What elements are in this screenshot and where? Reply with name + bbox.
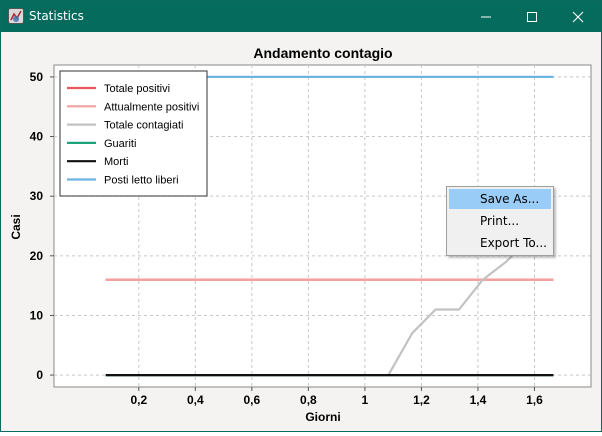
save-as-label: Save As...	[480, 192, 540, 206]
maximize-icon	[527, 12, 537, 22]
x-tick-label: 1,4	[470, 393, 487, 407]
export-to-label: Export To...	[480, 236, 547, 250]
y-axis-label: Casi	[9, 214, 23, 239]
x-axis: 0,2 0,4 0,6 0,8 1 1,2 1,4 1,6	[130, 387, 543, 407]
close-icon	[572, 11, 584, 23]
minimize-icon	[481, 16, 491, 18]
x-tick-label: 1,6	[526, 393, 543, 407]
maximize-button[interactable]	[509, 1, 555, 32]
y-tick-label: 20	[30, 249, 44, 263]
y-tick-label: 40	[30, 130, 44, 144]
legend-label: Totale contagiati	[104, 120, 184, 132]
print-menu-item[interactable]: Print...	[449, 211, 551, 231]
y-tick-label: 10	[30, 308, 44, 322]
y-tick-label: 30	[30, 189, 44, 203]
y-tick-label: 0	[36, 368, 43, 382]
window-title: Statistics	[29, 9, 84, 23]
export-to-menu-item[interactable]: Export To...	[449, 233, 551, 253]
y-tick-label: 50	[30, 70, 44, 84]
chart-title: Andamento contagio	[253, 45, 392, 61]
y-axis: 0 10 20 30 40 50	[30, 70, 54, 382]
x-tick-label: 1,2	[413, 393, 430, 407]
x-tick-label: 0,8	[300, 393, 317, 407]
title-bar[interactable]: Statistics	[1, 1, 601, 32]
series-lines	[105, 75, 554, 377]
x-tick-label: 0,6	[243, 393, 260, 407]
x-tick-label: 1	[362, 393, 369, 407]
close-button[interactable]	[555, 1, 601, 32]
app-icon	[8, 8, 24, 24]
x-axis-label: Giorni	[305, 410, 340, 424]
minimize-button[interactable]	[463, 1, 509, 32]
legend-label: Attualmente positivi	[104, 101, 199, 113]
context-menu: Save As... Print... Export To...	[446, 186, 554, 256]
legend-label: Posti letto liberi	[104, 175, 179, 187]
legend-box	[59, 70, 208, 197]
legend-label: Guariti	[104, 138, 136, 150]
legend: Totale positivi Attualmente positivi Total…	[59, 70, 208, 197]
x-tick-label: 0,2	[130, 393, 147, 407]
legend-label: Morti	[104, 156, 128, 168]
x-tick-label: 0,4	[187, 393, 204, 407]
print-label: Print...	[480, 214, 520, 228]
legend-label: Totale positivi	[104, 83, 170, 95]
save-as-menu-item[interactable]: Save As...	[449, 189, 551, 209]
